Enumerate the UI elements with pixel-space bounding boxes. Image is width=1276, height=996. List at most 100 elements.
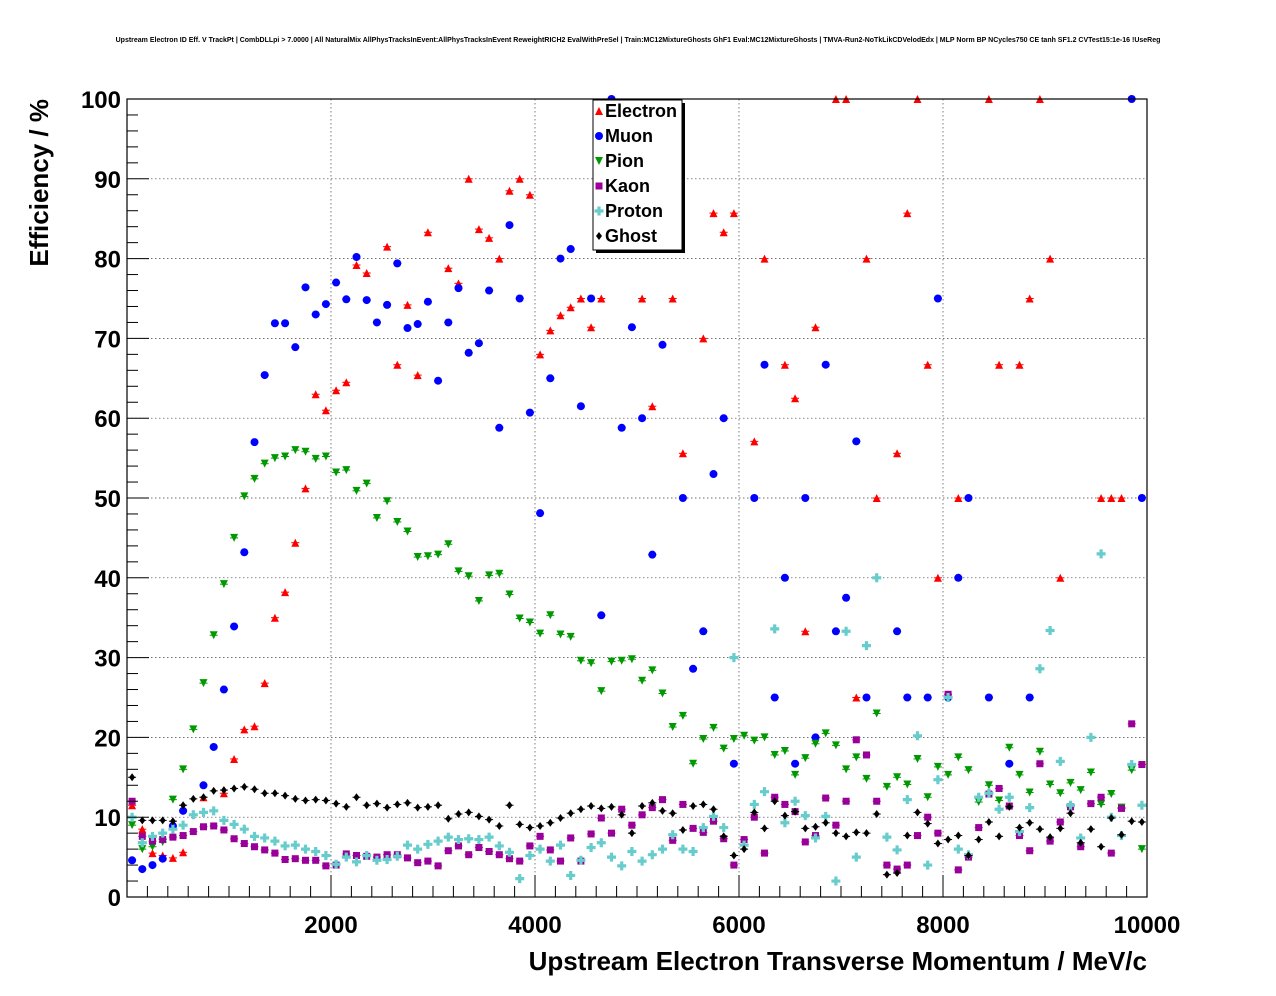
electron-point — [995, 360, 1004, 369]
kaon-point — [995, 784, 1003, 792]
proton-point — [882, 832, 892, 842]
ghost-point — [649, 798, 656, 807]
proton-point — [668, 830, 678, 840]
proton-point — [494, 841, 504, 851]
electron-point — [464, 174, 473, 183]
ghost-point — [1047, 833, 1054, 842]
pion-point — [138, 845, 147, 854]
electron-point — [801, 627, 810, 636]
muon-point — [862, 693, 871, 702]
ghost-point — [251, 785, 258, 794]
electron-point — [342, 378, 351, 387]
muon-point — [1137, 494, 1146, 502]
kaon-point — [495, 851, 503, 859]
proton-point — [790, 796, 800, 806]
proton-point — [800, 811, 810, 821]
ghost-point — [261, 789, 268, 798]
y-tick-label: 10 — [94, 805, 121, 832]
pion-point — [1046, 780, 1055, 789]
electron-point — [648, 402, 657, 411]
kaon-point — [761, 849, 768, 857]
muon-point — [933, 294, 942, 303]
ghost-point — [333, 799, 340, 808]
x-tick-label: 4000 — [508, 912, 561, 939]
proton-point — [1004, 792, 1014, 802]
proton-point — [862, 641, 872, 651]
pion-point — [505, 590, 514, 599]
proton-point — [341, 852, 351, 862]
ghost-point — [669, 809, 676, 818]
kaon-point — [312, 856, 320, 864]
pion-point — [515, 614, 524, 623]
muon-point — [240, 548, 249, 557]
ghost-point — [577, 805, 584, 814]
electron-point — [699, 334, 708, 343]
ghost-point — [220, 786, 227, 795]
electron-point — [1046, 254, 1055, 263]
ghost-point — [149, 816, 156, 825]
kaon-point — [801, 838, 809, 846]
proton-point — [627, 847, 637, 857]
muon-point — [485, 286, 494, 295]
muon-point — [811, 733, 820, 742]
electron-point — [321, 406, 330, 415]
ghost-point — [465, 808, 472, 817]
pion-point — [342, 466, 351, 475]
kaon-point — [750, 813, 758, 821]
y-tick-label: 70 — [94, 326, 121, 353]
electron-point — [291, 538, 300, 547]
electron-point — [240, 725, 249, 734]
proton-point — [178, 820, 188, 830]
kaon-point — [710, 817, 717, 825]
ghost-point — [486, 815, 493, 824]
pion-point — [811, 739, 820, 748]
pion-point — [485, 571, 494, 580]
ghost-point — [1067, 809, 1074, 818]
proton-point — [607, 852, 617, 862]
electron-legend-marker — [595, 107, 603, 115]
proton-point — [290, 840, 300, 850]
kaon-point — [302, 856, 309, 864]
proton-point — [1127, 760, 1137, 770]
muon-point — [801, 494, 810, 502]
electron-point — [780, 360, 789, 369]
muon-point — [729, 759, 738, 768]
y-axis-label: Efficiency / % — [24, 99, 54, 267]
muon-point — [444, 318, 453, 327]
pion-point — [362, 479, 371, 488]
kaon-legend-label: Kaon — [605, 176, 650, 196]
kaon-point — [506, 855, 513, 863]
data-points — [127, 95, 1147, 886]
proton-point — [647, 850, 657, 860]
kaon-point — [475, 844, 483, 852]
pion-point — [995, 796, 1004, 805]
electron-point — [270, 613, 279, 622]
kaon-point — [954, 866, 962, 874]
kaon-point — [832, 821, 840, 829]
electron-point — [332, 386, 341, 395]
muon-point — [597, 611, 606, 620]
electron-point — [403, 300, 412, 309]
proton-point — [1086, 732, 1096, 742]
ghost-point — [1036, 825, 1043, 834]
electron-point — [719, 228, 728, 237]
ghost-point — [1128, 817, 1135, 826]
proton-point — [158, 828, 168, 838]
kaon-point — [934, 829, 942, 837]
muon-point — [179, 806, 188, 815]
pion-point — [903, 780, 912, 789]
proton-point — [1045, 625, 1055, 635]
electron-point — [179, 848, 188, 857]
muon-point — [780, 573, 789, 582]
pion-point — [148, 842, 157, 851]
ghost-point — [832, 829, 839, 838]
kaon-point — [618, 805, 626, 813]
pion-point — [944, 770, 953, 779]
kaon-point — [424, 857, 432, 865]
muon-point — [464, 348, 473, 357]
electron-point — [872, 494, 881, 502]
kaon-point — [1107, 849, 1115, 857]
kaon-point — [200, 823, 207, 831]
muon-point — [791, 759, 800, 768]
